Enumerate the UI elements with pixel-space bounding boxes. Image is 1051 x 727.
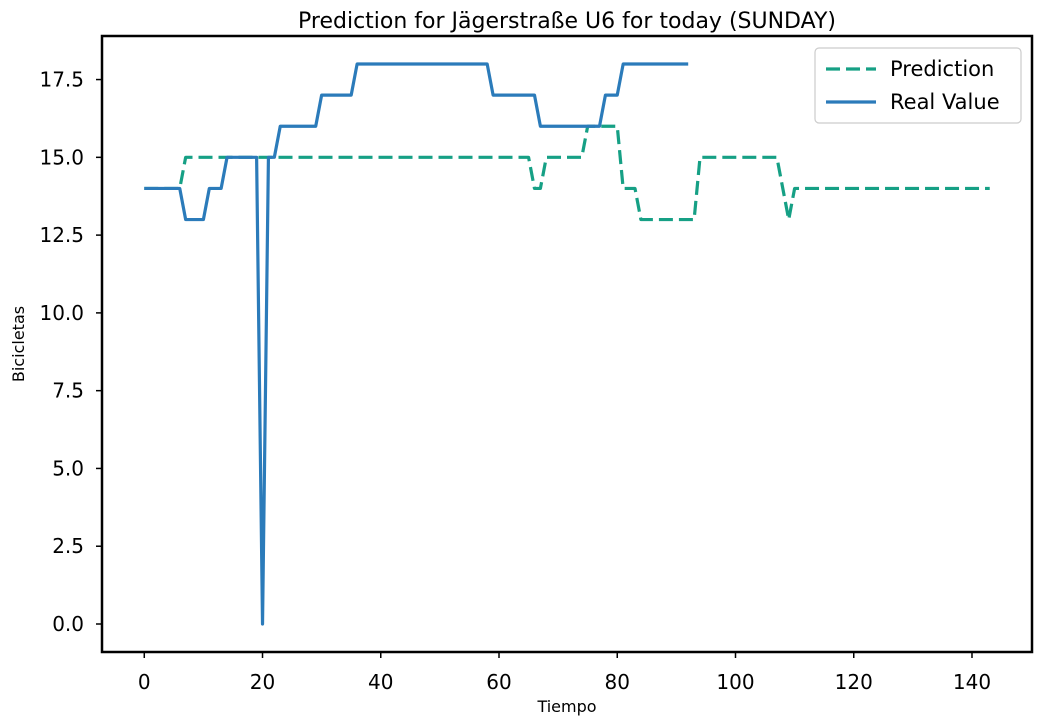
x-tick-label: 120	[835, 670, 873, 694]
y-tick-label: 2.5	[52, 534, 84, 558]
x-tick-label: 100	[716, 670, 754, 694]
plot-area	[144, 62, 990, 626]
chart-title: Prediction for Jägerstraße U6 for today …	[298, 9, 836, 34]
plot-frame	[100, 34, 1034, 654]
x-tick-label: 140	[953, 670, 991, 694]
legend-label: Real Value	[890, 90, 1000, 114]
y-axis-ticks: 0.0 2.5 5.0 7.5 10.0 12.5 15.0 17.5	[39, 68, 102, 636]
x-tick-label: 80	[605, 670, 630, 694]
y-tick-label: 0.0	[52, 612, 84, 636]
x-axis-ticks: 0 20 40 60 80 100 120 140	[138, 652, 991, 694]
x-tick-label: 40	[368, 670, 393, 694]
legend-label: Prediction	[890, 57, 994, 81]
legend: Prediction Real Value	[814, 47, 1022, 124]
y-tick-label: 12.5	[39, 223, 84, 247]
y-tick-label: 15.0	[39, 145, 84, 169]
y-axis-label: Bicicletas	[9, 306, 28, 382]
x-tick-label: 20	[250, 670, 275, 694]
y-tick-label: 17.5	[39, 68, 84, 92]
x-axis-label: Tiempo	[536, 697, 596, 716]
legend-box	[814, 47, 1022, 124]
y-tick-label: 7.5	[52, 379, 84, 403]
y-tick-label: 10.0	[39, 301, 84, 325]
series-line-real-value	[144, 62, 689, 626]
x-tick-label: 60	[486, 670, 511, 694]
series-line-prediction	[144, 124, 990, 222]
x-tick-label: 0	[138, 670, 151, 694]
y-tick-label: 5.0	[52, 456, 84, 480]
